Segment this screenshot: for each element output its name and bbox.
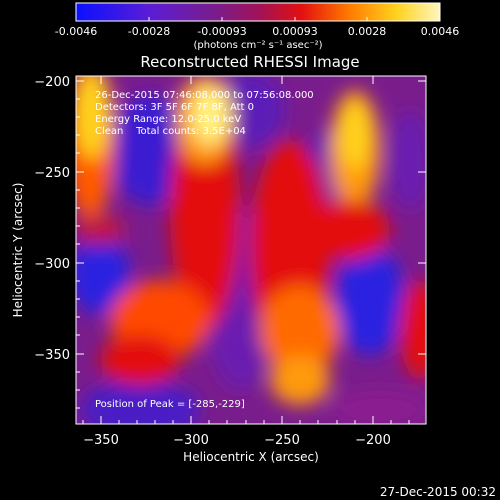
colorbar-tick-label: -0.0028 (128, 25, 170, 38)
generation-timestamp: 27-Dec-2015 00:32 (380, 485, 496, 499)
info-block: 26-Dec-2015 07:46:08.000 to 07:56:08.000… (95, 90, 314, 137)
colorbar-tick-label: 0.00093 (272, 25, 318, 38)
plot-frame (75, 75, 427, 425)
peak-position-text: Position of Peak = [-285,-229] (95, 399, 245, 410)
y-tick-label: −350 (34, 348, 70, 363)
colorbar-tick-labels: -0.0046 -0.0028 -0.00093 0.00093 0.0028 … (55, 25, 459, 38)
colorbar-ticks (75, 17, 441, 21)
y-tick-label: −300 (34, 257, 70, 272)
x-tick-label: −300 (173, 433, 209, 448)
y-tick-label: −200 (34, 75, 70, 90)
solar-image (76, 76, 426, 424)
y-tick-label: −250 (34, 166, 70, 181)
detectors-text: Detectors: 3F 5F 6F 7F 8F, Att 0 (95, 102, 254, 113)
colorbar (75, 2, 441, 22)
axis-ticks (76, 76, 426, 424)
x-tick-label: −200 (355, 433, 391, 448)
x-tick-labels: −350 −300 −250 −200 (83, 433, 391, 448)
x-tick-label: −250 (264, 433, 300, 448)
x-tick-label: −350 (83, 433, 119, 448)
colorbar-tick-label: 0.0028 (348, 25, 387, 38)
colorbar-tick-label: -0.0046 (55, 25, 97, 38)
time-range-text: 26-Dec-2015 07:46:08.000 to 07:56:08.000 (95, 90, 314, 101)
plot-title: Reconstructed RHESSI Image (140, 53, 359, 71)
colorbar-units: (photons cm⁻² s⁻¹ asec⁻²) (193, 40, 322, 51)
algorithm-text: Clean Total counts: 3.5E+04 (95, 126, 246, 137)
colorbar-tick-label: -0.00093 (197, 25, 246, 38)
y-axis-label: Heliocentric Y (arcsec) (11, 183, 25, 318)
energy-range-text: Energy Range: 12.0-25.0 keV (95, 114, 241, 125)
y-tick-labels: −200 −250 −300 −350 (34, 75, 70, 363)
colorbar-tick-label: 0.0046 (421, 25, 460, 38)
x-axis-label: Heliocentric X (arcsec) (183, 450, 319, 464)
